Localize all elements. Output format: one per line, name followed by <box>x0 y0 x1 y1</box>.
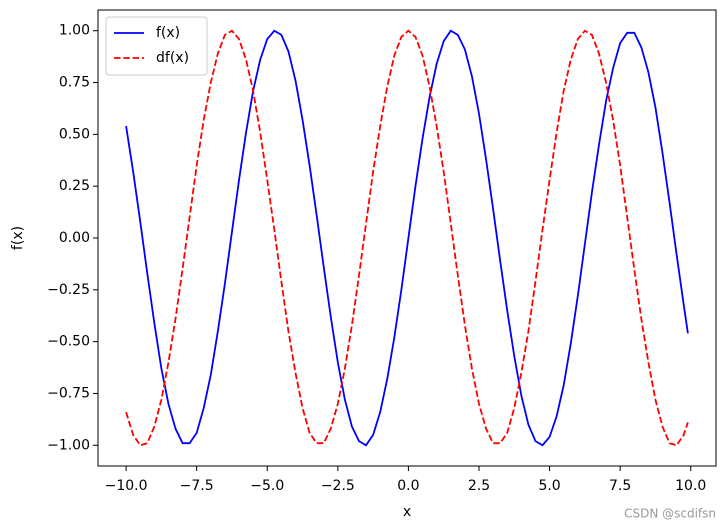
x-tick-label: 7.5 <box>609 478 631 494</box>
y-tick-label: 0.50 <box>59 126 90 142</box>
y-tick-label: −0.50 <box>47 334 90 350</box>
series-line <box>125 29 689 447</box>
y-tick-label: 1.00 <box>59 23 90 39</box>
x-tick-label: 0.0 <box>397 478 419 494</box>
y-tick-label: −1.00 <box>47 437 90 453</box>
x-axis-label: x <box>403 504 411 520</box>
x-tick-label: −2.5 <box>321 478 355 494</box>
y-tick-label: −0.25 <box>47 282 90 298</box>
x-tick-label: 5.0 <box>538 478 560 494</box>
y-axis-label: f(x) <box>10 226 26 250</box>
y-tick-label: −0.75 <box>47 385 90 401</box>
y-tick-label: 0.25 <box>59 178 90 194</box>
x-tick-label: 2.5 <box>468 478 490 494</box>
axes-frame <box>97 9 717 467</box>
x-tick-label: −7.5 <box>180 478 214 494</box>
x-tick-label: −10.0 <box>105 478 148 494</box>
legend-label: f(x) <box>156 25 180 41</box>
legend-label: df(x) <box>156 50 189 66</box>
x-tick-label: −5.0 <box>250 478 284 494</box>
y-tick-label: 0.75 <box>59 75 90 91</box>
x-tick-label: 10.0 <box>675 478 706 494</box>
legend-box <box>105 16 208 76</box>
series-line <box>125 29 689 447</box>
watermark: CSDN @scdifsn <box>624 507 716 521</box>
y-tick-label: 0.00 <box>59 230 90 246</box>
